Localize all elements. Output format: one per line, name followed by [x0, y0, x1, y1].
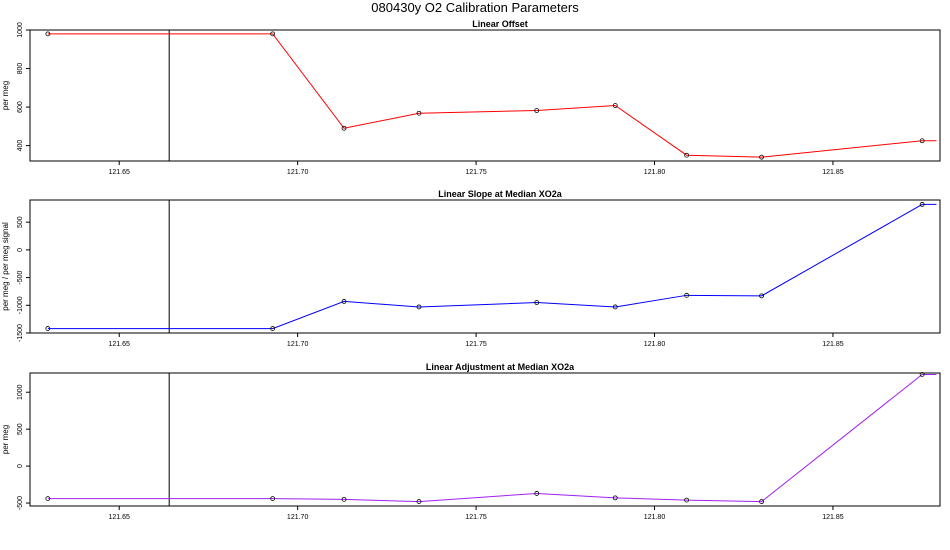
main-title: 080430y O2 Calibration Parameters [371, 0, 579, 15]
chart-panel-3: Linear Adjustment at Median XO2a per meg 1… [1, 362, 941, 521]
y-tick-label: -500 [17, 270, 24, 284]
panel-title: Linear Slope at Median XO2a [438, 189, 563, 199]
panel-title: Linear Adjustment at Median XO2a [426, 362, 575, 372]
data-point [341, 496, 347, 502]
series-line [47, 203, 937, 330]
x-tick-label: 121.70 [287, 514, 309, 521]
data-point [919, 202, 925, 207]
plot-frame [29, 29, 941, 162]
y-tick-label: 600 [17, 101, 24, 113]
data-point [270, 31, 276, 37]
data-point [416, 110, 422, 116]
y-tick-label: 0 [17, 248, 24, 252]
data-point [759, 293, 764, 299]
data-point [416, 499, 422, 504]
y-tick-label: 500 [17, 423, 24, 435]
data-point [919, 372, 925, 377]
plot-frame [29, 199, 941, 334]
plot-frame [29, 372, 941, 507]
panel-title: Linear Offset [472, 19, 528, 29]
data-point [534, 300, 540, 305]
data-point [534, 108, 540, 113]
data-point [270, 496, 276, 502]
data-point [341, 125, 347, 131]
data-point [45, 496, 51, 502]
y-tick-label: 400 [17, 140, 24, 152]
x-tick-label: 121.75 [465, 341, 487, 348]
x-tick-label: 121.75 [465, 514, 487, 521]
x-tick-label: 121.65 [109, 169, 131, 176]
x-tick-label: 121.75 [465, 169, 487, 176]
data-point [341, 299, 347, 304]
x-tick-label: 121.65 [109, 514, 131, 521]
data-point [684, 152, 690, 158]
x-tick-label: 121.65 [109, 341, 131, 348]
data-point [684, 497, 690, 503]
y-tick-label: -1000 [17, 296, 24, 314]
x-tick-label: 121.85 [822, 341, 844, 348]
y-axis-label: per meg [1, 425, 10, 454]
x-tick-label: 121.80 [644, 514, 666, 521]
x-tick-label: 121.85 [822, 169, 844, 176]
data-point [45, 31, 51, 37]
data-point [416, 304, 422, 310]
x-tick-label: 121.70 [287, 341, 309, 348]
y-tick-label: -1500 [17, 324, 24, 342]
series-line [47, 33, 937, 158]
data-point [612, 495, 618, 501]
y-axis-label: per meg [1, 81, 10, 110]
y-tick-label: 1000 [17, 22, 24, 38]
y-tick-label: 0 [17, 464, 24, 468]
data-point [45, 326, 51, 331]
data-point [612, 103, 618, 108]
data-point [759, 499, 764, 504]
x-tick-label: 121.80 [644, 341, 666, 348]
y-axis-label: per meg / per meg signal [1, 222, 10, 311]
x-tick-label: 121.80 [644, 169, 666, 176]
y-tick-label: 500 [17, 216, 24, 228]
data-point [534, 491, 540, 496]
chart-panel-1: Linear Offset per meg 121.65 121.70 121.75 12… [1, 19, 941, 176]
data-point [684, 292, 690, 298]
data-point [612, 304, 618, 310]
y-tick-label: 800 [17, 63, 24, 75]
data-point [919, 138, 925, 144]
y-tick-label: -500 [17, 496, 24, 510]
data-point [759, 154, 764, 160]
chart-panel-2: Linear Slope at Median XO2a per meg / per… [1, 189, 941, 348]
data-point [270, 326, 276, 331]
series-line [47, 373, 937, 503]
x-tick-label: 121.85 [822, 514, 844, 521]
y-tick-label: 1000 [17, 384, 24, 400]
x-tick-label: 121.70 [287, 169, 309, 176]
